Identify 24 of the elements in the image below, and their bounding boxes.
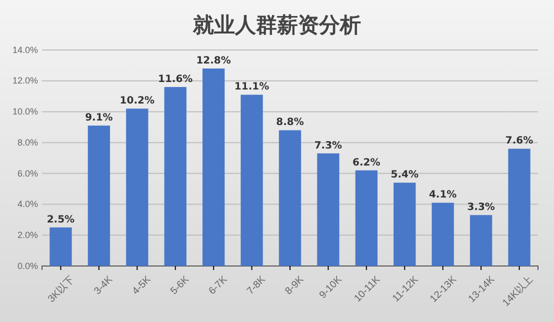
data-label: 11.6%	[158, 74, 193, 86]
y-tick-label: 10.0%	[12, 106, 38, 117]
y-tick-label: 8.0%	[17, 137, 38, 148]
data-label: 6.2%	[352, 157, 380, 168]
data-label: 7.6%	[505, 136, 534, 147]
y-tick-label: 14.0%	[12, 44, 38, 55]
data-label: 10.2%	[120, 96, 154, 107]
y-tick-label: 2.0%	[17, 230, 38, 240]
x-tick-label: 3K以下	[46, 274, 77, 305]
data-label: 9.1%	[85, 112, 113, 124]
data-label: 11.1%	[234, 82, 270, 93]
data-label: 5.4%	[390, 170, 419, 181]
data-label: 8.8%	[276, 117, 304, 128]
y-tick-label: 4.0%	[17, 199, 38, 210]
y-tick-label: 6.0%	[17, 168, 38, 178]
x-tick-label: 14K以上	[500, 274, 536, 309]
data-label: 2.5%	[46, 214, 75, 226]
data-label: 3.3%	[467, 202, 495, 214]
y-tick-label: 12.0%	[12, 76, 38, 86]
chart-title: 就业人群薪资分析	[192, 13, 361, 37]
data-label: 7.3%	[314, 140, 342, 152]
data-label: 12.8%	[196, 56, 231, 67]
data-label: 4.1%	[428, 190, 457, 201]
y-tick-label: 0.0%	[17, 260, 38, 271]
